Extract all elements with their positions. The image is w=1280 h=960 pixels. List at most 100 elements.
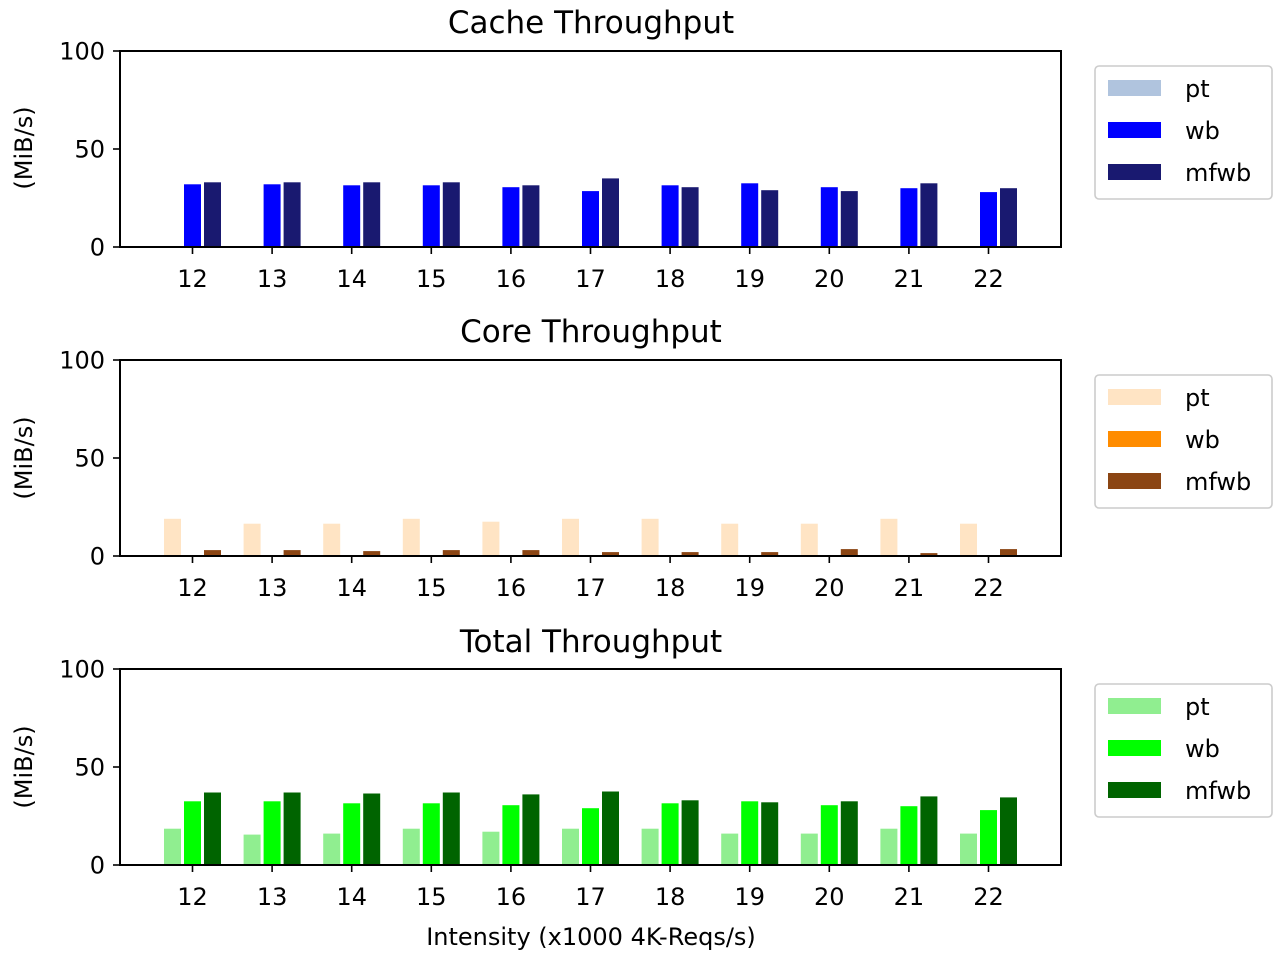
bar-pt-15 xyxy=(402,518,420,556)
y-tick-label: 100 xyxy=(59,347,105,375)
bar-wb-14 xyxy=(343,185,361,247)
bar-mfwb-15 xyxy=(442,792,460,865)
legend-label-mfwb: mfwb xyxy=(1185,777,1251,805)
bar-wb-17 xyxy=(582,808,599,865)
bar-mfwb-13 xyxy=(283,792,301,865)
x-tick-label: 12 xyxy=(177,574,208,602)
bar-wb-21 xyxy=(900,806,918,865)
y-tick-label: 0 xyxy=(90,852,105,880)
bar-pt-18 xyxy=(641,828,659,865)
x-tick-label: 14 xyxy=(336,574,367,602)
bar-pt-22 xyxy=(960,523,977,556)
bar-pt-21 xyxy=(880,518,898,556)
bar-wb-17 xyxy=(582,191,599,247)
bar-pt-19 xyxy=(721,523,739,556)
bar-mfwb-17 xyxy=(602,552,619,556)
bar-pt-20 xyxy=(800,523,818,556)
bar-mfwb-19 xyxy=(761,802,779,865)
bar-wb-18 xyxy=(661,185,679,247)
bar-mfwb-14 xyxy=(363,182,381,247)
bar-mfwb-20 xyxy=(840,191,858,247)
legend-swatch-wb xyxy=(1108,431,1161,447)
x-tick-label: 19 xyxy=(734,574,765,602)
bar-wb-18 xyxy=(661,803,679,865)
bar-mfwb-17 xyxy=(602,178,619,247)
bar-mfwb-16 xyxy=(522,794,540,865)
y-tick-label: 100 xyxy=(59,656,105,684)
panel-title: Core Throughput xyxy=(460,314,722,350)
bar-wb-20 xyxy=(820,187,838,247)
y-tick-label: 0 xyxy=(90,543,105,571)
x-tick-label: 19 xyxy=(734,265,765,293)
bar-mfwb-21 xyxy=(920,796,938,865)
legend-swatch-pt xyxy=(1108,80,1161,96)
bar-mfwb-12 xyxy=(204,792,221,865)
bar-mfwb-21 xyxy=(920,553,938,556)
x-tick-label: 13 xyxy=(257,574,288,602)
x-tick-label: 12 xyxy=(177,883,208,911)
legend-label-wb: wb xyxy=(1185,426,1220,454)
legend-swatch-mfwb xyxy=(1108,473,1161,489)
bar-mfwb-19 xyxy=(761,190,779,247)
bar-mfwb-22 xyxy=(1000,549,1017,556)
legend-label-pt: pt xyxy=(1185,75,1210,103)
bar-pt-13 xyxy=(243,834,261,865)
bar-pt-14 xyxy=(323,523,341,556)
bars-layer xyxy=(184,178,1017,247)
bar-mfwb-22 xyxy=(1000,188,1017,247)
bar-mfwb-14 xyxy=(363,793,381,865)
bar-pt-13 xyxy=(243,523,261,556)
bar-wb-20 xyxy=(820,805,838,865)
x-tick-label: 22 xyxy=(973,574,1004,602)
bar-wb-12 xyxy=(184,184,201,247)
bar-mfwb-15 xyxy=(442,182,460,247)
x-tick-label: 13 xyxy=(257,883,288,911)
x-tick-label: 16 xyxy=(496,883,527,911)
bar-wb-21 xyxy=(900,188,918,247)
x-tick-label: 18 xyxy=(655,883,686,911)
bar-wb-22 xyxy=(980,810,997,865)
x-ticks: 12 13 14 15 16 17 18 19 20 21 22 xyxy=(177,865,1004,911)
bar-wb-19 xyxy=(741,801,759,865)
bar-pt-12 xyxy=(164,828,181,865)
x-ticks: 12 13 14 15 16 17 18 19 20 21 22 xyxy=(177,247,1004,293)
bar-pt-12 xyxy=(164,518,181,556)
x-tick-label: 16 xyxy=(496,265,527,293)
bar-pt-19 xyxy=(721,833,739,865)
bar-pt-14 xyxy=(323,833,341,865)
bar-mfwb-18 xyxy=(681,552,699,556)
legend-swatch-mfwb xyxy=(1108,164,1161,180)
bar-mfwb-20 xyxy=(840,801,858,865)
x-tick-label: 15 xyxy=(416,883,447,911)
x-tick-label: 17 xyxy=(575,574,606,602)
legend-label-mfwb: mfwb xyxy=(1185,468,1251,496)
y-tick-label: 0 xyxy=(90,234,105,262)
x-tick-label: 20 xyxy=(814,883,845,911)
x-tick-label: 20 xyxy=(814,265,845,293)
panel-total: Total Throughput (MiB/s) 0 50 100 12 13 14 15… xyxy=(10,624,1273,951)
y-axis-label: (MiB/s) xyxy=(10,416,38,499)
bar-mfwb-16 xyxy=(522,550,540,556)
bar-wb-22 xyxy=(980,192,997,247)
panel-cache: Cache Throughput (MiB/s) 0 50 100 12 13 14 15… xyxy=(10,5,1273,293)
legend-swatch-wb xyxy=(1108,740,1161,756)
legend-swatch-pt xyxy=(1108,698,1161,714)
x-tick-label: 17 xyxy=(575,265,606,293)
bar-mfwb-13 xyxy=(283,550,301,556)
bar-mfwb-14 xyxy=(363,551,381,556)
x-tick-label: 19 xyxy=(734,883,765,911)
bar-wb-13 xyxy=(263,801,281,865)
x-tick-label: 16 xyxy=(496,574,527,602)
bar-wb-16 xyxy=(502,805,520,865)
legend-swatch-pt xyxy=(1108,389,1161,405)
y-axis-label: (MiB/s) xyxy=(10,725,38,808)
bar-pt-18 xyxy=(641,518,659,556)
x-tick-label: 15 xyxy=(416,574,447,602)
bar-pt-17 xyxy=(562,828,579,865)
x-tick-label: 12 xyxy=(177,265,208,293)
bar-pt-17 xyxy=(562,518,579,556)
bar-mfwb-16 xyxy=(522,185,540,247)
bar-mfwb-12 xyxy=(204,182,221,247)
